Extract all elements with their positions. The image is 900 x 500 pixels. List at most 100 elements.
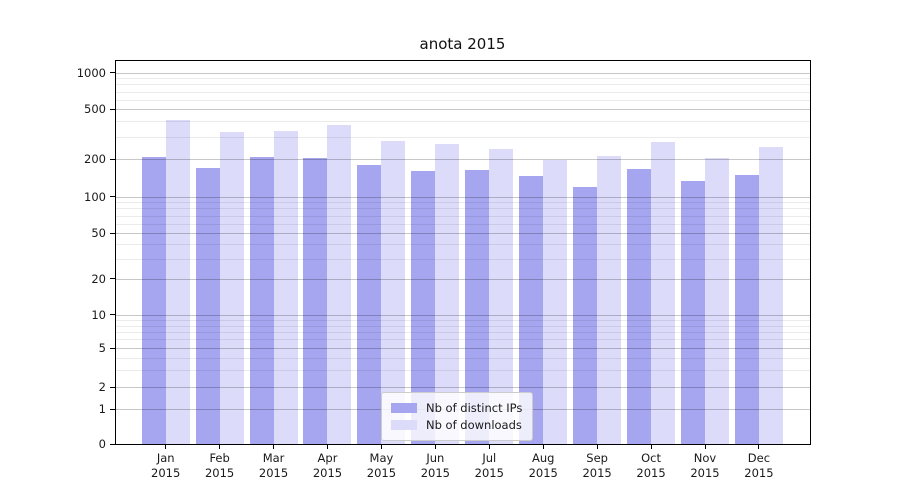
gridline-minor bbox=[115, 215, 810, 217]
x-tick-label: Jan 2015 bbox=[136, 451, 196, 481]
x-tick-year: 2015 bbox=[744, 466, 774, 480]
bar-downloads bbox=[327, 124, 352, 444]
gridline-major bbox=[115, 314, 810, 316]
y-tick-label: 2 bbox=[98, 380, 106, 395]
bar-downloads bbox=[705, 158, 729, 444]
y-tick-mark bbox=[110, 408, 115, 410]
gridline-minor bbox=[115, 325, 810, 327]
gridline-minor bbox=[115, 223, 810, 225]
x-tick-year: 2015 bbox=[636, 466, 666, 480]
gridline-minor bbox=[115, 370, 810, 372]
x-tick-label: Nov 2015 bbox=[675, 451, 735, 481]
x-tick-month: Apr bbox=[317, 451, 338, 465]
x-tick-year: 2015 bbox=[258, 466, 289, 480]
x-tick-month: Jan bbox=[156, 451, 175, 465]
x-tick-month: Jun bbox=[426, 451, 445, 465]
legend-label: Nb of downloads bbox=[426, 418, 522, 432]
x-tick-label: Aug 2015 bbox=[513, 451, 573, 481]
bar-distinct-ips bbox=[627, 169, 652, 444]
y-tick-label: 500 bbox=[84, 102, 106, 117]
y-tick-label: 1 bbox=[98, 402, 106, 416]
gridline-minor bbox=[115, 244, 810, 246]
gridline-major bbox=[115, 348, 810, 350]
y-tick-mark bbox=[110, 278, 115, 280]
gridline-major bbox=[115, 278, 810, 280]
gridline-minor bbox=[115, 137, 810, 139]
bar-distinct-ips bbox=[734, 174, 759, 444]
bar-downloads bbox=[273, 130, 298, 444]
x-tick-mark bbox=[273, 444, 275, 449]
x-tick-month: Nov bbox=[693, 451, 717, 465]
x-tick-month: Sep bbox=[586, 451, 608, 465]
bar-distinct-ips bbox=[141, 156, 166, 444]
x-tick-month: Aug bbox=[531, 451, 555, 465]
bar-distinct-ips bbox=[681, 180, 705, 444]
y-tick-label: 100 bbox=[84, 189, 106, 204]
x-tick-mark bbox=[704, 444, 706, 449]
bar-downloads bbox=[219, 132, 244, 444]
x-tick-year: 2015 bbox=[474, 466, 504, 480]
x-tick-year: 2015 bbox=[204, 466, 235, 480]
gridline-minor bbox=[115, 258, 810, 260]
bar-distinct-ips bbox=[195, 168, 220, 444]
bar-downloads bbox=[543, 160, 568, 444]
gridline-major bbox=[115, 72, 810, 74]
x-tick-label: Apr 2015 bbox=[297, 451, 357, 481]
x-tick-year: 2015 bbox=[582, 466, 612, 480]
x-tick-mark bbox=[219, 444, 221, 449]
x-tick-month: Oct bbox=[641, 451, 661, 465]
y-tick-mark bbox=[110, 386, 115, 388]
x-tick-label: Jul 2015 bbox=[459, 451, 519, 481]
x-tick-mark bbox=[434, 444, 436, 449]
y-tick-mark bbox=[110, 108, 115, 110]
x-tick-mark bbox=[380, 444, 382, 449]
chart-title: anota 2015 bbox=[419, 35, 506, 53]
x-tick-mark bbox=[542, 444, 544, 449]
y-tick-mark bbox=[110, 232, 115, 234]
bar-distinct-ips bbox=[249, 156, 274, 444]
x-tick-label: Oct 2015 bbox=[621, 451, 681, 481]
x-tick-mark bbox=[650, 444, 652, 449]
y-tick-mark bbox=[110, 72, 115, 74]
grid-layer bbox=[115, 60, 810, 444]
gridline-minor bbox=[115, 357, 810, 359]
x-tick-month: Jul bbox=[482, 451, 497, 465]
plot-area bbox=[115, 60, 810, 444]
bar-distinct-ips bbox=[573, 187, 598, 444]
bar-downloads bbox=[165, 119, 190, 444]
y-tick-mark bbox=[110, 158, 115, 160]
y-tick-label: 20 bbox=[91, 271, 106, 286]
y-tick-label: 0 bbox=[98, 437, 106, 451]
legend: Nb of distinct IPs Nb of downloads bbox=[381, 392, 534, 441]
gridline-minor bbox=[115, 84, 810, 86]
x-tick-label: Dec 2015 bbox=[729, 451, 789, 481]
gridline-minor bbox=[115, 339, 810, 341]
x-tick-year: 2015 bbox=[366, 466, 397, 480]
x-tick-month: May bbox=[369, 451, 394, 465]
y-tick-label: 5 bbox=[98, 341, 106, 356]
gridline-minor bbox=[115, 78, 810, 80]
x-tick-year: 2015 bbox=[420, 466, 450, 480]
y-tick-label: 1000 bbox=[76, 65, 106, 80]
gridline-minor bbox=[115, 208, 810, 210]
x-tick-month: Dec bbox=[747, 451, 771, 465]
x-tick-mark bbox=[596, 444, 598, 449]
gridline-minor bbox=[115, 91, 810, 93]
legend-label: Nb of distinct IPs bbox=[426, 401, 523, 415]
x-tick-label: May 2015 bbox=[351, 451, 411, 481]
bar-distinct-ips bbox=[303, 157, 328, 444]
legend-item: Nb of downloads bbox=[391, 417, 522, 433]
gridline-major bbox=[115, 159, 810, 161]
x-tick-year: 2015 bbox=[312, 466, 343, 480]
gridline-major bbox=[115, 233, 810, 235]
x-tick-mark bbox=[758, 444, 760, 449]
bar-distinct-ips bbox=[357, 164, 382, 444]
y-tick-label: 200 bbox=[84, 152, 106, 167]
legend-item: Nb of distinct IPs bbox=[391, 400, 522, 416]
x-tick-mark bbox=[326, 444, 328, 449]
x-tick-label: Sep 2015 bbox=[567, 451, 627, 481]
gridline-major bbox=[115, 109, 810, 111]
bar-downloads bbox=[651, 141, 676, 444]
gridline-major bbox=[115, 196, 810, 198]
